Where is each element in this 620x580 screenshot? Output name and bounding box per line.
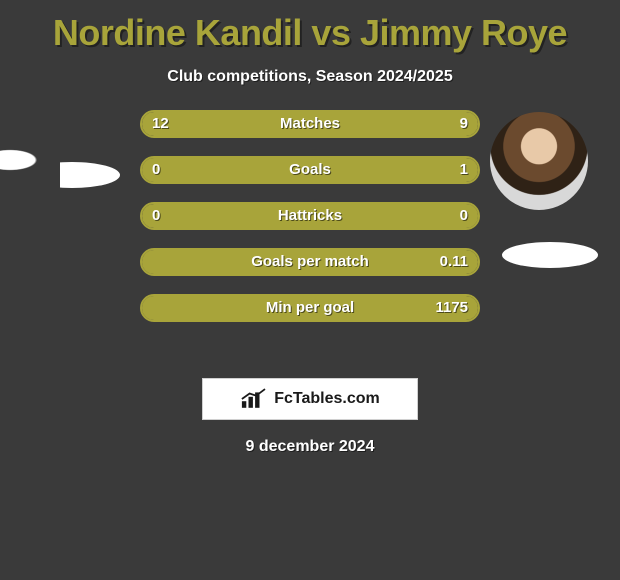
stat-bars: 12 Matches 9 0 Goals 1 0 Hattricks 0 Goa… bbox=[140, 110, 480, 340]
stat-right-value: 9 bbox=[460, 112, 468, 136]
stat-row-goals: 0 Goals 1 bbox=[140, 156, 480, 184]
stat-row-matches: 12 Matches 9 bbox=[140, 110, 480, 138]
brand-box[interactable]: FcTables.com bbox=[202, 378, 418, 420]
stat-right-value: 0 bbox=[460, 204, 468, 228]
subtitle: Club competitions, Season 2024/2025 bbox=[0, 68, 620, 86]
stat-row-goals-per-match: Goals per match 0.11 bbox=[140, 248, 480, 276]
stat-row-min-per-goal: Min per goal 1175 bbox=[140, 294, 480, 322]
bar-chart-icon bbox=[240, 388, 268, 410]
stat-label: Goals per match bbox=[142, 250, 478, 274]
brand-text: FcTables.com bbox=[274, 390, 380, 408]
stat-label: Hattricks bbox=[142, 204, 478, 228]
right-player-avatar bbox=[490, 112, 588, 210]
comparison-area: 12 Matches 9 0 Goals 1 0 Hattricks 0 Goa… bbox=[0, 110, 620, 370]
stat-label: Goals bbox=[142, 158, 478, 182]
stat-label: Matches bbox=[142, 112, 478, 136]
date-text: 9 december 2024 bbox=[0, 438, 620, 456]
stat-right-value: 1175 bbox=[435, 296, 468, 320]
stat-row-hattricks: 0 Hattricks 0 bbox=[140, 202, 480, 230]
left-player-avatar-placeholder bbox=[0, 110, 60, 210]
right-player-shadow bbox=[502, 242, 598, 268]
stat-label: Min per goal bbox=[142, 296, 478, 320]
stat-right-value: 1 bbox=[460, 158, 468, 182]
stat-right-value: 0.11 bbox=[440, 250, 468, 274]
page-title: Nordine Kandil vs Jimmy Roye bbox=[0, 0, 620, 54]
